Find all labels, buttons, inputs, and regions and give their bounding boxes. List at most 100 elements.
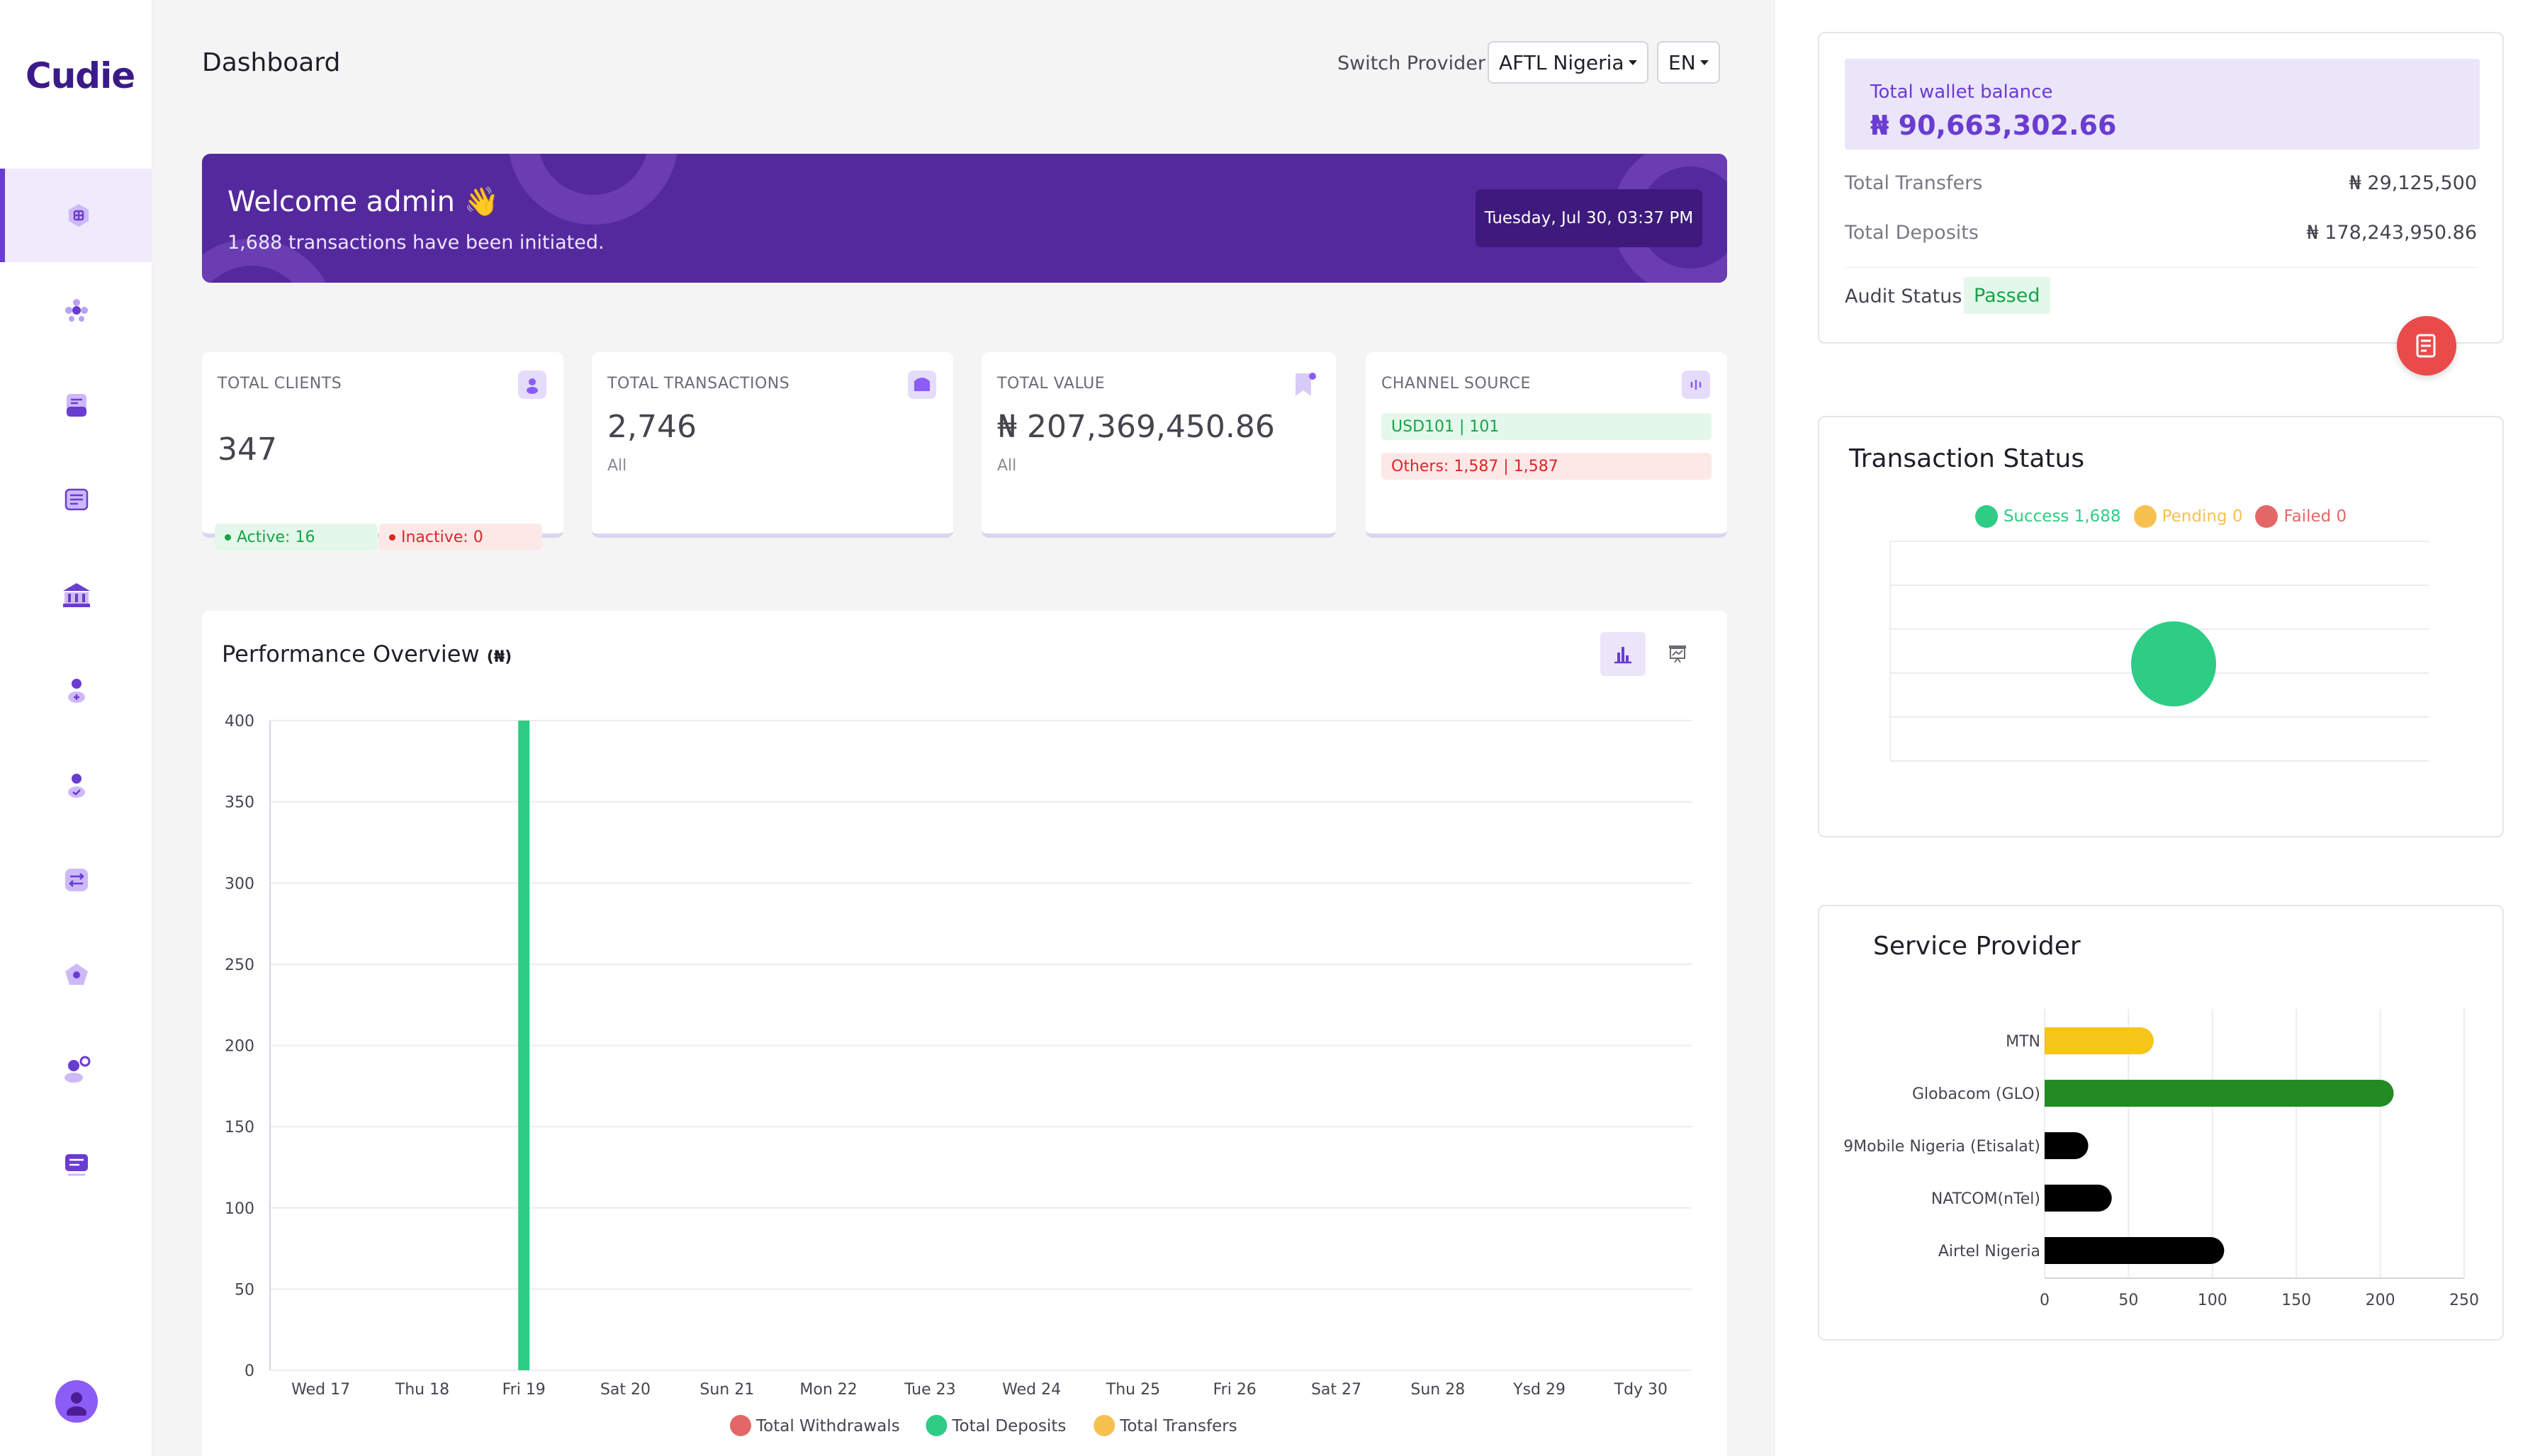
y-tick-label: 300 [225,875,254,893]
welcome-subtitle: 1,688 transactions have been initiated. [227,232,605,254]
y-tick-label: 150 [225,1119,254,1136]
transaction-status-title: Transaction Status [1849,444,2085,473]
provider-bar-base [2045,1237,2059,1264]
provider-bar [2045,1080,2394,1107]
x-tick-label: Sat 20 [600,1381,651,1399]
sidebar-item-transfers[interactable] [0,833,152,927]
y-tick-label: 400 [225,713,254,730]
stat-label: TOTAL TRANSACTIONS [607,375,790,393]
document-icon [60,389,93,422]
sidebar-item-bank[interactable] [0,548,152,642]
right-panel: Total wallet balance ₦ 90,663,302.66 Tot… [1775,0,2540,1456]
x-tick-label: 50 [2118,1292,2138,1309]
legend-label: Success 1,688 [2003,507,2121,526]
report-icon [60,484,93,517]
welcome-title: Welcome admin 👋 [227,186,500,218]
status-dot [225,534,231,541]
performance-title-text: Performance Overview [222,640,480,667]
people-icon [60,294,93,327]
sidebar-item-wallet[interactable] [0,928,152,1022]
inactive-clients-text: Inactive: 0 [401,528,483,546]
sidebar-item-documents[interactable] [0,359,152,452]
wallet-summary-card: Total wallet balance ₦ 90,663,302.66 Tot… [1818,32,2504,344]
language-select-value: EN [1668,50,1696,74]
sidebar-item-user-settings[interactable] [0,1023,152,1117]
stat-card-channel: CHANNEL SOURCE USD101 | 101 Others: 1,58… [1366,352,1727,538]
legend-label: Total Transfers [1119,1417,1237,1435]
stat-label: TOTAL CLIENTS [218,375,342,393]
sidebar: Cudie [0,0,152,1456]
status-bubble-success [2131,621,2216,706]
x-tick-label: Wed 17 [291,1381,350,1399]
y-tick-label: Globacom (GLO) [1912,1085,2040,1103]
stat-label: TOTAL VALUE [997,375,1106,393]
stat-card-value: TOTAL VALUE ₦ 207,369,450.86 All [982,352,1336,538]
provider-bar [2045,1027,2154,1054]
legend-label: Total Withdrawals [755,1417,900,1435]
y-tick-label: 350 [225,794,254,812]
banner-decoration [508,154,678,225]
stat-label: CHANNEL SOURCE [1381,375,1531,393]
legend-dot [926,1415,948,1436]
profile-avatar[interactable] [55,1380,98,1423]
stat-card-clients: TOTAL CLIENTS 347 Active: 16 Inactive: 0 [202,352,563,551]
legend-label: Total Deposits [951,1417,1066,1435]
bar-chart-toggle[interactable] [1600,632,1646,676]
sidebar-item-messages[interactable] [0,1118,152,1212]
legend-item-failed: Failed 0 [2255,505,2347,528]
audit-status-badge: Passed [1964,277,2050,314]
performance-overview-card: Performance Overview (₦) 0 50 100 150 200 250… [202,611,1727,1456]
transfer-icon [60,864,93,896]
performance-title: Performance Overview (₦) [222,640,512,667]
user-settings-icon [60,1054,93,1086]
transaction-status-card: Transaction Status Success 1,688 Pending … [1818,416,2504,837]
provider-bar-base [2045,1185,2059,1212]
y-tick-label: 250 [225,956,254,974]
x-tick-label: Tdy 30 [1614,1381,1668,1399]
x-tick-label: Sun 21 [699,1381,754,1399]
sidebar-item-clients[interactable] [0,264,152,357]
report-icon [2416,334,2436,358]
wallet-icon [60,959,93,991]
x-tick-label: Wed 24 [1002,1381,1061,1399]
x-tick-label: 0 [2040,1292,2050,1309]
performance-bar-chart: 0 50 100 150 200 250 300 350 400 Wed 17 Thu 18 Fri … [225,713,1692,1436]
line-chart-toggle[interactable] [1655,632,1700,676]
provider-select[interactable]: AFTL Nigeria [1488,41,1648,84]
channel-others-badge: Others: 1,587 | 1,587 [1381,453,1712,480]
provider-bar-base [2045,1080,2059,1107]
user-check-icon [60,769,93,801]
stat-value: ₦ 207,369,450.86 [997,409,1275,445]
y-tick-label: 9Mobile Nigeria (Etisalat) [1843,1138,2040,1156]
y-tick-label: 50 [235,1281,254,1299]
x-tick-label: Fri 26 [1213,1381,1257,1399]
language-select[interactable]: EN [1657,41,1720,84]
total-transfers-value: ₦ 29,125,500 [2349,172,2477,194]
legend-dot [730,1415,751,1436]
provider-select-value: AFTL Nigeria [1499,50,1624,74]
switch-provider-label: Switch Provider [1337,52,1486,74]
x-tick-label: Sat 27 [1311,1381,1361,1399]
x-tick-label: 100 [2198,1292,2227,1309]
sidebar-item-dashboard[interactable] [0,169,152,262]
total-deposits-label: Total Deposits [1845,222,1979,244]
provider-bar [2045,1237,2225,1264]
sidebar-item-user-add[interactable] [0,643,152,737]
bar-total-deposits [518,721,530,1370]
channel-icon [1682,371,1710,399]
report-fab-button[interactable] [2397,316,2456,376]
x-tick-label: Mon 22 [799,1381,857,1399]
stat-value: 347 [218,431,277,468]
stat-sub: All [607,457,627,475]
brand-logo[interactable]: Cudie [26,55,135,96]
inactive-clients-badge: Inactive: 0 [379,524,542,551]
y-tick-label: Airtel Nigeria [1938,1243,2040,1260]
message-icon [60,1149,93,1181]
sidebar-item-reports[interactable] [0,453,152,547]
main-content: Dashboard Switch Provider AFTL Nigeria E… [152,0,1775,1456]
sidebar-item-user-verify[interactable] [0,738,152,832]
divider [1845,267,2477,268]
y-tick-label: 0 [245,1362,254,1380]
stat-value: 2,746 [607,409,697,445]
chevron-down-icon [1699,60,1709,65]
